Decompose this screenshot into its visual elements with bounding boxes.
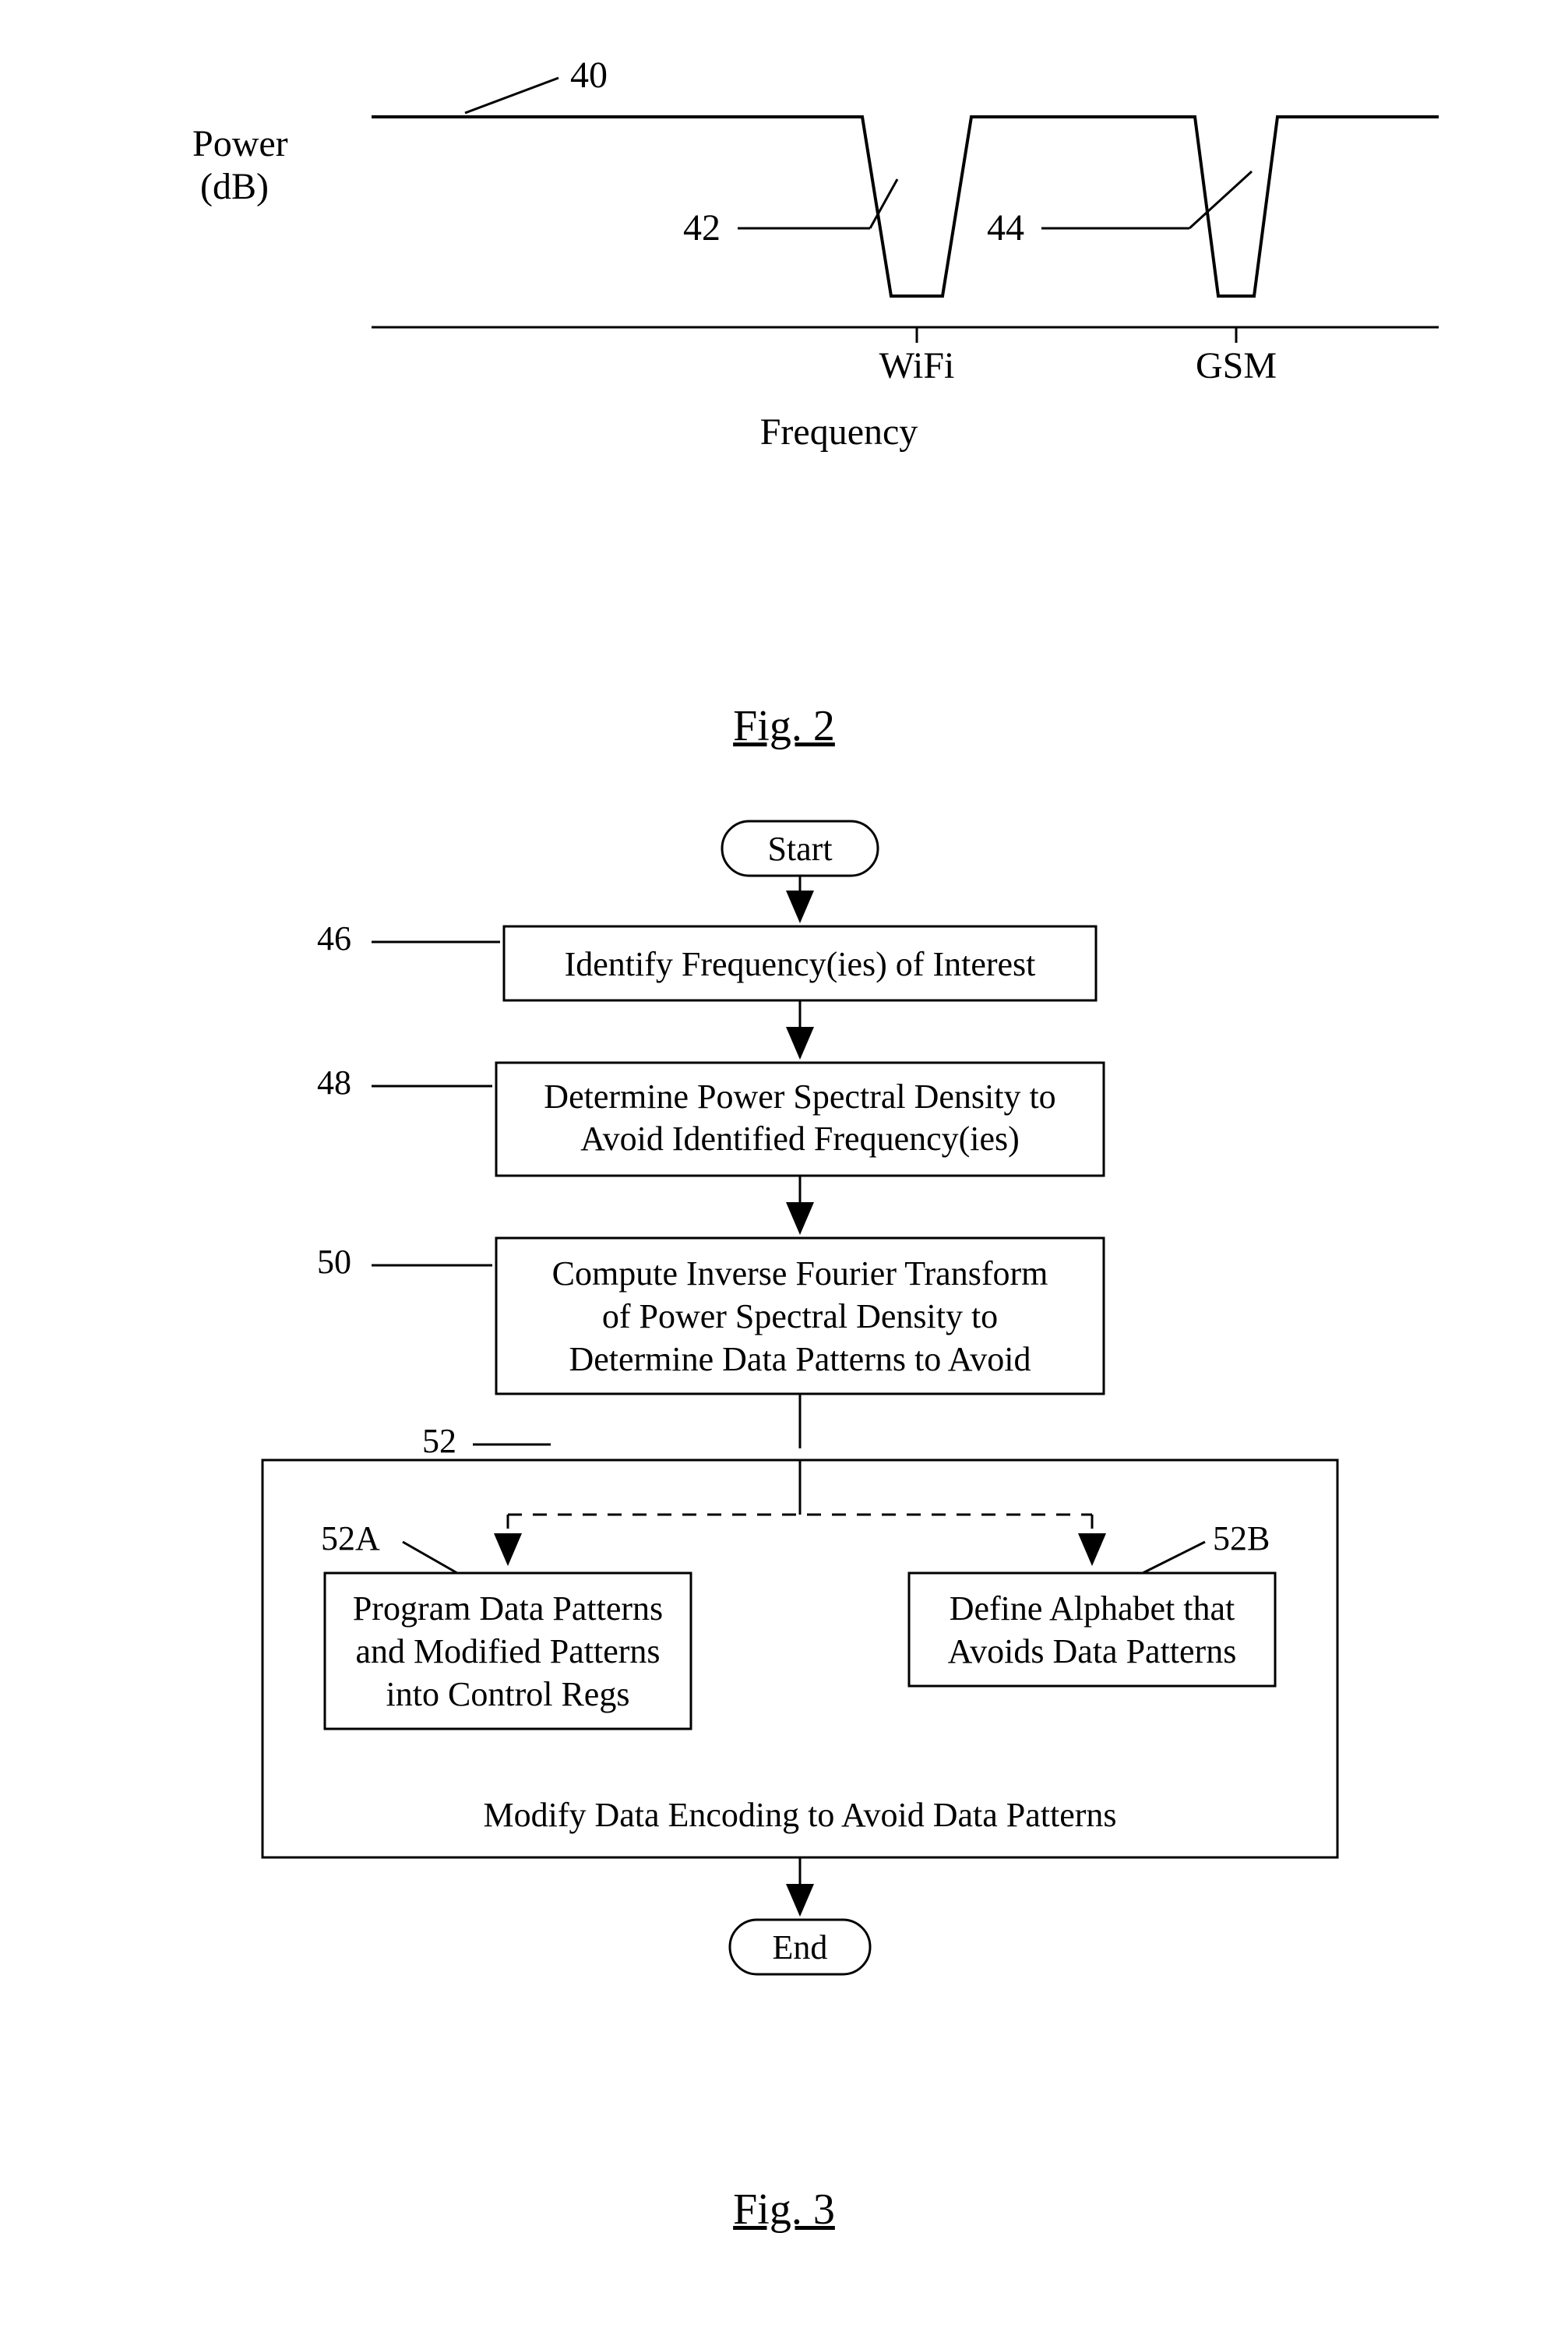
ref-52b: 52B bbox=[1213, 1519, 1270, 1557]
x-axis-label: Frequency bbox=[759, 411, 918, 452]
ref-52: 52 bbox=[422, 1422, 456, 1460]
figure-2: Power (dB) WiFi GSM Frequency 40 42 bbox=[37, 31, 1532, 654]
ref-52a: 52A bbox=[321, 1519, 380, 1557]
ref-50: 50 bbox=[317, 1243, 351, 1281]
node-50-l2: of Power Spectral Density to bbox=[601, 1297, 997, 1335]
node-52b-l1: Define Alphabet that bbox=[949, 1589, 1235, 1628]
leader-40 bbox=[465, 78, 558, 113]
node-52a-l1: Program Data Patterns bbox=[352, 1589, 662, 1628]
y-axis-label-1: Power bbox=[192, 123, 288, 164]
leader-52a bbox=[403, 1542, 457, 1573]
end-label: End bbox=[772, 1928, 827, 1966]
node-46-text: Identify Frequency(ies) of Interest bbox=[564, 945, 1035, 983]
node-50-l3: Determine Data Patterns to Avoid bbox=[569, 1340, 1031, 1378]
fig3-caption: Fig. 3 bbox=[37, 2185, 1532, 2235]
start-label: Start bbox=[767, 830, 832, 868]
node-52b-l2: Avoids Data Patterns bbox=[947, 1632, 1236, 1670]
leader-52b bbox=[1143, 1542, 1205, 1573]
ref-40: 40 bbox=[570, 55, 608, 96]
ref-44: 44 bbox=[987, 207, 1024, 249]
spectrum-curve bbox=[372, 117, 1439, 296]
tick-gsm-label: GSM bbox=[1195, 345, 1276, 386]
node-52a-l3: into Control Regs bbox=[386, 1675, 629, 1713]
ref-42: 42 bbox=[683, 207, 721, 249]
node-48-l1: Determine Power Spectral Density to bbox=[544, 1078, 1055, 1116]
fig2-caption: Fig. 2 bbox=[37, 701, 1532, 751]
node-52a-l2: and Modified Patterns bbox=[355, 1632, 660, 1670]
leader-44-d bbox=[1189, 171, 1252, 228]
fig2-chart: Power (dB) WiFi GSM Frequency 40 42 bbox=[192, 31, 1454, 452]
node-48-l2: Avoid Identified Frequency(ies) bbox=[580, 1120, 1020, 1158]
ref-46: 46 bbox=[317, 919, 351, 958]
y-axis-label-2: (dB) bbox=[200, 166, 269, 207]
figure-3: Start Identify Frequency(ies) of Interes… bbox=[37, 813, 1532, 2138]
ref-48: 48 bbox=[317, 1063, 351, 1102]
fig3-flowchart: Start Identify Frequency(ies) of Interes… bbox=[122, 813, 1446, 2091]
tick-wifi-label: WiFi bbox=[879, 345, 954, 386]
node-50-l1: Compute Inverse Fourier Transform bbox=[551, 1254, 1048, 1293]
node-52-caption: Modify Data Encoding to Avoid Data Patte… bbox=[483, 1796, 1116, 1834]
